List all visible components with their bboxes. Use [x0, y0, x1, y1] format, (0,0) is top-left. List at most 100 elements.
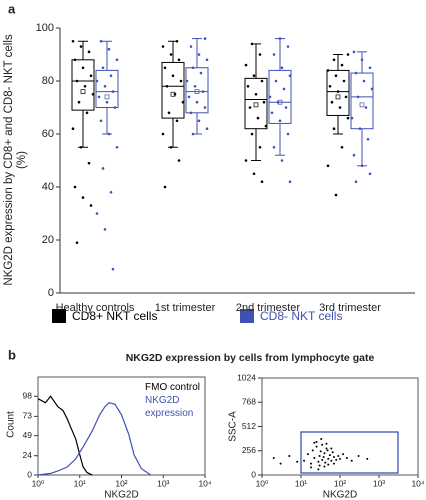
- y-tick-label: 80: [42, 75, 54, 87]
- data-point: [201, 90, 205, 93]
- data-point: [185, 79, 189, 83]
- plot-frame: [37, 376, 206, 476]
- data-point: [165, 85, 169, 88]
- data-point: [338, 106, 342, 109]
- x-tick-label: 10¹: [295, 478, 307, 488]
- y-tick-label: 0: [27, 469, 32, 479]
- box: [326, 69, 350, 116]
- data-point: [325, 447, 328, 450]
- data-point: [103, 85, 107, 88]
- mean: [335, 94, 341, 100]
- data-point: [79, 145, 83, 149]
- data-point: [326, 164, 330, 168]
- data-point: [370, 87, 374, 91]
- y-tick-label: 0: [48, 287, 54, 299]
- x-tick-label: 10²: [115, 478, 127, 488]
- data-point: [163, 185, 167, 189]
- data-point: [95, 79, 99, 83]
- data-point: [107, 47, 111, 51]
- data-point: [368, 172, 372, 176]
- y-tick-label: 0: [251, 469, 256, 479]
- data-point: [284, 106, 288, 109]
- data-point: [346, 53, 350, 56]
- data-point: [109, 74, 113, 77]
- data-point: [258, 53, 262, 56]
- data-point: [288, 455, 291, 458]
- data-point: [360, 164, 364, 168]
- data-point: [111, 90, 115, 93]
- data-point: [101, 66, 105, 70]
- data-point: [71, 39, 75, 43]
- data-point: [296, 460, 299, 463]
- legend-label: FMO control: [145, 382, 201, 393]
- mean: [194, 89, 200, 94]
- data-point: [109, 191, 113, 194]
- panel-title: NKG2D expression by cells from lymphocyt…: [126, 352, 375, 364]
- data-point: [75, 79, 79, 83]
- data-point: [193, 85, 197, 88]
- data-point: [161, 45, 165, 48]
- y-tick-label: 40: [42, 181, 54, 193]
- legend-swatch: [240, 309, 254, 323]
- data-point: [177, 159, 181, 162]
- data-point: [71, 127, 75, 130]
- data-point: [323, 465, 326, 468]
- data-point: [244, 63, 248, 67]
- data-point: [282, 87, 286, 91]
- x-tick-label: 10⁰: [32, 478, 45, 488]
- data-point: [203, 106, 207, 109]
- box: [350, 72, 374, 130]
- data-point: [272, 145, 276, 149]
- data-point: [270, 111, 274, 115]
- data-point: [181, 100, 185, 104]
- x-tick-label: 1st trimester: [154, 302, 216, 314]
- data-point: [189, 45, 193, 48]
- data-point: [89, 74, 93, 77]
- data-point: [309, 466, 312, 469]
- legend-label: NKG2D expression: [145, 395, 194, 419]
- data-point: [337, 455, 340, 458]
- data-point: [115, 145, 119, 149]
- box: [161, 61, 185, 119]
- data-point: [311, 449, 314, 452]
- data-point: [326, 69, 330, 72]
- data-point: [336, 90, 340, 93]
- data-point: [313, 441, 316, 444]
- y-tick-label: 73: [23, 411, 33, 421]
- data-point: [326, 449, 329, 452]
- x-tick-label: 10¹: [74, 478, 86, 488]
- x-tick-label: Healthy controls: [55, 302, 135, 314]
- data-point: [315, 445, 318, 448]
- data-point: [250, 42, 254, 46]
- data-point: [195, 100, 199, 104]
- data-point: [352, 153, 356, 157]
- data-point: [340, 145, 344, 149]
- data-point: [262, 100, 266, 104]
- data-point: [191, 132, 195, 136]
- x-axis-label: NKG2D: [104, 490, 138, 500]
- data-point: [87, 161, 91, 165]
- data-point: [352, 50, 356, 54]
- data-point: [91, 92, 95, 96]
- data-point: [75, 241, 79, 244]
- data-point: [319, 450, 322, 453]
- data-point: [332, 58, 336, 62]
- data-point: [189, 111, 193, 115]
- mean: [253, 102, 259, 108]
- data-point: [77, 100, 81, 104]
- data-point: [73, 58, 77, 62]
- data-point: [309, 462, 312, 465]
- data-point: [276, 100, 280, 104]
- data-point: [332, 456, 335, 459]
- data-point: [250, 132, 254, 136]
- data-point: [163, 66, 167, 70]
- y-tick-label: 512: [242, 421, 256, 431]
- data-point: [321, 458, 324, 461]
- data-point: [332, 127, 336, 130]
- x-tick-label: 10⁴: [411, 478, 424, 488]
- data-point: [205, 127, 209, 130]
- plot-frame: [261, 377, 419, 476]
- data-point: [344, 95, 348, 99]
- data-point: [288, 74, 292, 77]
